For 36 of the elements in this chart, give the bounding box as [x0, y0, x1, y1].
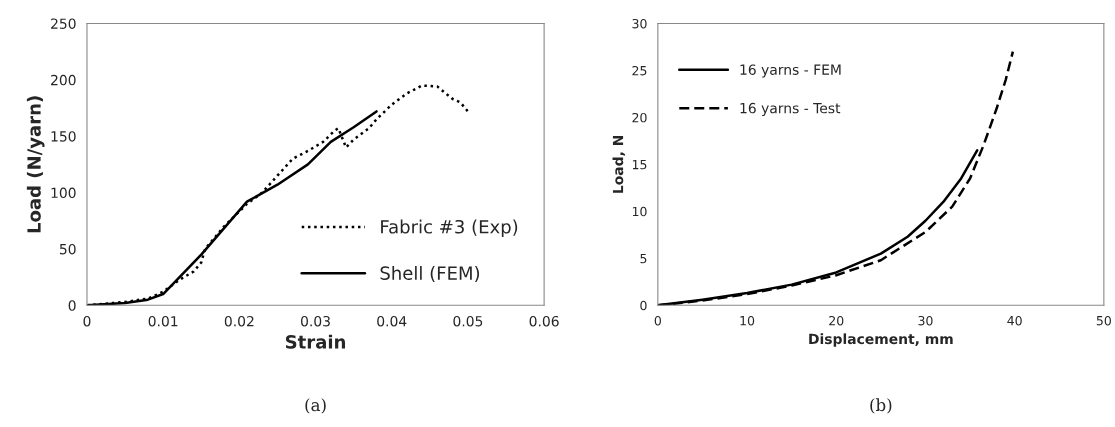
y-tick-label: 20	[632, 112, 647, 123]
x-axis-title: Displacement, mm	[809, 333, 953, 347]
legend-label: 16 yarns - FEM	[740, 64, 841, 78]
x-tick-label: 30	[918, 315, 933, 326]
text: (b)	[870, 398, 892, 414]
y-axis-title: Load (N/yarn)	[26, 96, 45, 233]
y-tick-label: 30	[632, 18, 647, 29]
y-tick-label: 100	[51, 187, 76, 199]
y-axis-title: Load, N	[612, 135, 626, 193]
legend-label: 16 yarns - Test	[740, 102, 841, 117]
y-tick-label: 50	[59, 243, 76, 255]
legend-label: Shell (FEM)	[380, 265, 480, 283]
x-tick-label: 0.03	[301, 315, 330, 327]
y-tick-label: 15	[632, 160, 647, 170]
y-tick-label: 5	[640, 253, 647, 264]
x-tick-label: 0	[654, 315, 661, 326]
x-tick-label: 0.06	[529, 315, 559, 327]
y-tick-label: 200	[51, 74, 76, 86]
y-tick-label: 150	[51, 131, 76, 142]
x-tick-label: 0.05	[453, 315, 483, 327]
x-axis-title: Strain	[285, 334, 346, 349]
y-tick-label: 25	[632, 65, 647, 76]
y-tick-label: 250	[51, 18, 76, 29]
x-tick-label: 0.04	[377, 315, 407, 327]
x-tick-label: 10	[740, 315, 755, 326]
x-tick-label: 0	[83, 315, 91, 327]
x-tick-label: 40	[1007, 315, 1022, 326]
x-tick-label: 20	[829, 315, 844, 326]
x-tick-label: 50	[1096, 315, 1111, 326]
y-tick-label: 10	[632, 206, 647, 217]
x-tick-label: 0.02	[224, 315, 254, 327]
y-tick-label: 0	[640, 300, 647, 311]
text: (a)	[305, 398, 326, 414]
legend-label: Fabric #3 (Exp)	[381, 219, 518, 238]
y-tick-label: 0	[68, 300, 76, 311]
x-tick-label: 0.01	[148, 315, 178, 327]
